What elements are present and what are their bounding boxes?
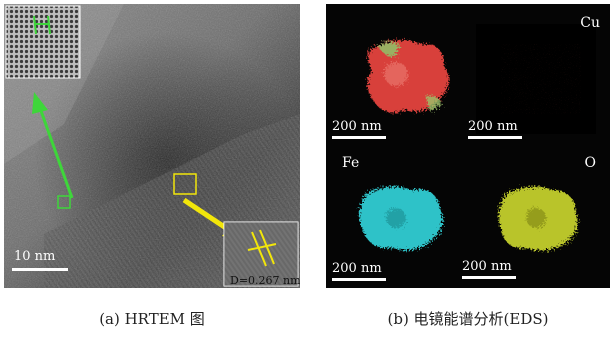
eds-scale-label-cu: 200 nm xyxy=(468,119,518,134)
d-spacing-label: D=0.267 nm xyxy=(230,274,300,287)
eds-cell-cu: Cu 200 nm xyxy=(468,4,610,146)
hrtem-scale-bar xyxy=(12,268,68,271)
eds-cell-fe: Fe 200 nm xyxy=(326,146,468,288)
eds-element-cu: Cu xyxy=(580,15,600,31)
eds-map-o xyxy=(498,186,578,251)
eds-element-fe: Fe xyxy=(342,155,360,171)
hrtem-image: 10 nm D=0.267 nm xyxy=(4,4,300,288)
hrtem-scale-label: 10 nm xyxy=(14,249,56,264)
eds-maps: 200 nm Cu 200 nm Fe 200 nm O 200 nm xyxy=(326,4,610,288)
eds-scale-label-combined: 200 nm xyxy=(332,119,382,134)
caption-b: (b) 电镜能谱分析(EDS) xyxy=(387,310,549,328)
eds-cell-o: O 200 nm xyxy=(462,146,610,288)
eds-cell-combined: 200 nm xyxy=(326,4,468,146)
eds-scale-bar-cu xyxy=(468,136,522,139)
green-inset xyxy=(5,5,81,79)
caption-a: (a) HRTEM 图 xyxy=(99,310,205,328)
yellow-inset xyxy=(223,221,299,287)
eds-map-combined xyxy=(367,40,449,113)
eds-scale-label-o: 200 nm xyxy=(462,259,512,274)
eds-map-fe xyxy=(359,186,443,250)
eds-scale-label-fe: 200 nm xyxy=(332,261,382,276)
eds-scale-bar-o xyxy=(462,276,516,279)
eds-element-o: O xyxy=(584,155,596,171)
eds-scale-bar-combined xyxy=(332,136,386,139)
eds-scale-bar-fe xyxy=(332,278,386,281)
hrtem-micrograph xyxy=(4,4,300,288)
eds-map-graphics xyxy=(359,24,596,251)
